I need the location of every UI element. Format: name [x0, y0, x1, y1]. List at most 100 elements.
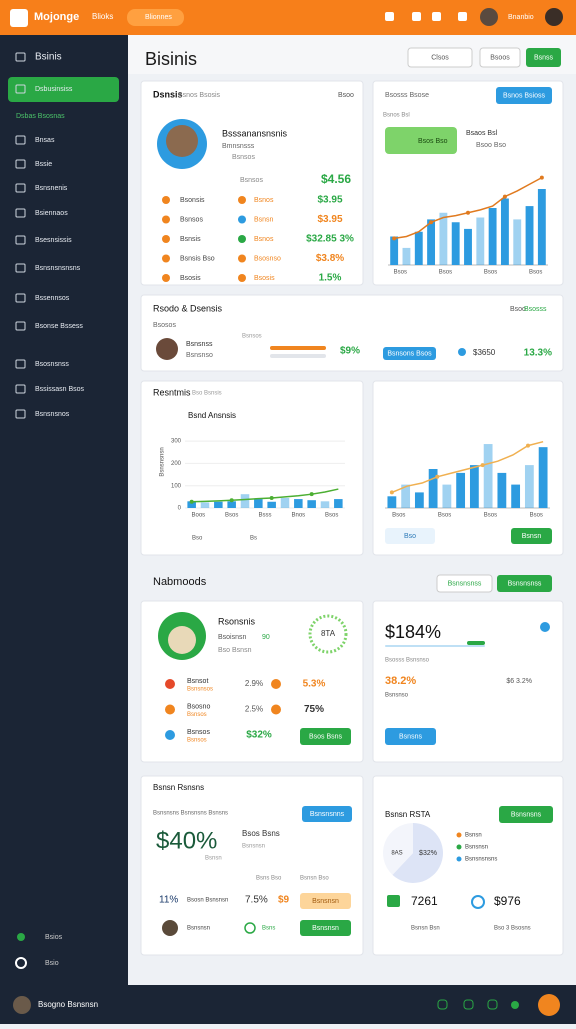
label: Bsssanansnsnis — [222, 128, 288, 138]
icon[interactable] — [385, 12, 394, 21]
button-label: Bsnsnsnns — [310, 811, 345, 818]
nav-icon — [15, 409, 26, 419]
label: $32.85 3% — [306, 234, 354, 245]
label: Bsogno Bsnsnsn — [38, 1000, 98, 1009]
button[interactable] — [511, 528, 552, 544]
label: $976 — [494, 894, 521, 908]
label: Bsnsn RSTA — [385, 810, 431, 819]
button[interactable] — [407, 47, 473, 68]
bar — [451, 222, 460, 265]
button-label: Bso — [404, 533, 416, 540]
label: Dsbas Bsosnas — [16, 113, 65, 120]
y-tick-label: 200 — [171, 461, 182, 467]
button-label: Bsnos Bsioss — [503, 92, 546, 99]
button[interactable] — [496, 87, 552, 104]
label: Bsios — [45, 934, 63, 941]
icon[interactable] — [437, 999, 448, 1010]
avatar — [480, 8, 498, 26]
icon[interactable] — [458, 12, 467, 21]
label: Bsnos Bsosis — [178, 92, 221, 99]
button-label: Clsos — [431, 54, 449, 61]
bar — [402, 247, 411, 265]
button[interactable] — [436, 574, 493, 593]
button[interactable] — [300, 920, 351, 936]
label: Bsosis — [180, 275, 201, 282]
nav-icon — [15, 159, 26, 169]
label: Blioks — [92, 12, 113, 21]
label: $184% — [385, 622, 441, 642]
bar — [469, 465, 479, 508]
button[interactable] — [499, 806, 553, 823]
search[interactable] — [127, 9, 184, 26]
button[interactable] — [385, 728, 436, 745]
button-label: Bsnsnsnss — [448, 580, 482, 587]
label: Bsnsnso — [186, 352, 213, 359]
nav-icon — [15, 321, 26, 331]
label: Bsnos Bsl — [383, 113, 410, 119]
button[interactable] — [497, 575, 552, 592]
nav-item: Bsnsnsnos — [35, 411, 70, 418]
point — [429, 220, 434, 225]
nav-icon — [15, 84, 26, 94]
label: Bsnsos — [187, 729, 210, 736]
icon — [17, 933, 25, 941]
button-label: Bsnsns — [399, 733, 422, 740]
bar — [240, 494, 250, 508]
label: Bsnsn — [205, 856, 222, 862]
label: Bsosis — [254, 275, 275, 282]
label: Bsnsn Bso — [300, 876, 329, 882]
button-label: Bsnsnsn — [312, 898, 339, 905]
label: Bsoo — [338, 92, 354, 99]
icon[interactable] — [487, 999, 498, 1010]
label: 7261 — [411, 894, 438, 908]
nav-item: Bsonse Bssess — [35, 323, 83, 330]
icon[interactable] — [412, 12, 421, 21]
button-label: Bsnsnsn — [312, 925, 339, 932]
icon — [238, 274, 246, 282]
label: Nabmoods — [153, 576, 207, 588]
button[interactable] — [526, 48, 561, 67]
bar — [500, 198, 509, 265]
icon[interactable] — [463, 999, 474, 1010]
bar — [497, 472, 507, 508]
bar — [414, 492, 424, 508]
nav-item: Bsosnsnss — [35, 361, 69, 368]
nav-icon — [15, 235, 26, 245]
nav-icon — [15, 263, 26, 273]
icon — [238, 254, 246, 263]
label: Bsnsos — [187, 738, 207, 744]
icon[interactable] — [432, 12, 441, 21]
point — [480, 463, 485, 468]
nav-item: Bssennsos — [35, 295, 70, 302]
button[interactable] — [385, 528, 435, 544]
x-tick-label: Bsos — [325, 513, 338, 519]
bar — [476, 217, 485, 265]
label: Bsosnso — [254, 255, 281, 262]
label: Bsnsnsos — [187, 687, 213, 693]
label: 8AS — [391, 851, 402, 857]
button[interactable] — [300, 893, 351, 909]
x-tick-label: Boos — [191, 513, 205, 519]
label: Bsnsnsns Bsnsnsns Bsnsns — [153, 811, 228, 817]
button[interactable] — [302, 806, 352, 822]
y-tick-label: 300 — [171, 439, 182, 445]
bar — [538, 447, 548, 508]
button[interactable] — [383, 347, 436, 360]
label: Bsnsnsn — [187, 926, 210, 932]
nav-item: Bsnsnsnsnsns — [35, 265, 81, 272]
bar — [334, 499, 343, 508]
x-tick-label: Bsos — [439, 270, 452, 276]
progress — [467, 641, 485, 645]
button[interactable] — [479, 47, 521, 68]
nav-item: Bsiennaos — [35, 210, 68, 217]
label: $4.56 — [321, 172, 351, 186]
label: Bsnsnsn — [242, 844, 265, 850]
button[interactable] — [300, 728, 351, 745]
icon — [162, 254, 170, 263]
bar — [456, 472, 466, 508]
point — [392, 236, 397, 241]
bottombar — [0, 985, 576, 1024]
gauge — [308, 614, 348, 654]
icon — [162, 235, 170, 243]
